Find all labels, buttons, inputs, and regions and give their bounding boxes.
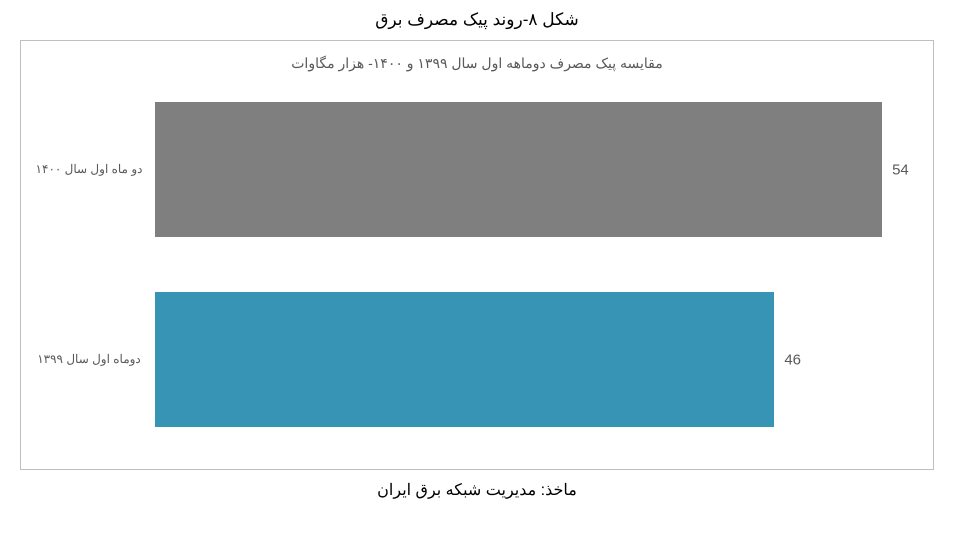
- figure-title: شکل ۸-روند پیک مصرف برق: [20, 10, 934, 30]
- chart-container: مقایسه پیک مصرف دوماهه اول سال ۱۳۹۹ و ۱۴…: [20, 40, 934, 470]
- bar: [155, 102, 882, 237]
- bar: [155, 292, 774, 427]
- chart-subtitle: مقایسه پیک مصرف دوماهه اول سال ۱۳۹۹ و ۱۴…: [35, 55, 919, 72]
- y-axis-label: دوماه اول سال ۱۳۹۹: [33, 351, 145, 368]
- plot-area: دو ماه اول سال ۱۴۰۰ 54 دوماه اول سال ۱۳۹…: [155, 92, 909, 442]
- bar-row: دوماه اول سال ۱۳۹۹ 46: [155, 292, 909, 427]
- bar-value: 54: [892, 161, 909, 178]
- y-axis-label: دو ماه اول سال ۱۴۰۰: [33, 161, 145, 178]
- bar-container: 46: [155, 292, 909, 427]
- bar-container: 54: [155, 102, 909, 237]
- source-citation: ماخذ: مدیریت شبکه برق ایران: [20, 480, 934, 500]
- bar-row: دو ماه اول سال ۱۴۰۰ 54: [155, 102, 909, 237]
- bar-value: 46: [784, 351, 801, 368]
